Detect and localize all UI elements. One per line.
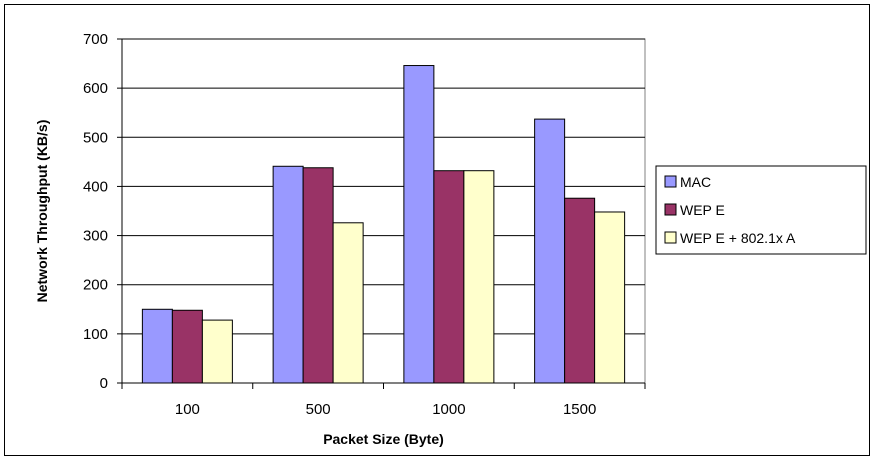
bar-mac-500 bbox=[272, 165, 304, 384]
bar-mac-1500 bbox=[534, 118, 566, 384]
axes bbox=[117, 38, 646, 389]
bar-wep-e-500 bbox=[302, 167, 334, 384]
legend-swatch bbox=[664, 175, 677, 188]
x-tick-label: 100 bbox=[175, 401, 200, 418]
x-tick-label: 1000 bbox=[432, 401, 465, 418]
legend-box bbox=[655, 165, 867, 255]
y-tick-label: 200 bbox=[83, 277, 108, 294]
legend-label: WEP E bbox=[680, 202, 725, 218]
y-tick-label: 700 bbox=[83, 31, 108, 48]
y-tick-label: 300 bbox=[83, 228, 108, 245]
x-tick-label: 1500 bbox=[563, 401, 596, 418]
legend-swatch bbox=[664, 231, 677, 244]
legend-label: WEP E + 802.1x A bbox=[680, 230, 796, 246]
y-tick-label: 500 bbox=[83, 129, 108, 146]
legend-swatch bbox=[664, 203, 677, 216]
x-tick-labels: 100 500 1000 1500 bbox=[175, 401, 596, 418]
y-tick-labels: 0 100 200 300 400 500 600 700 bbox=[83, 31, 108, 392]
legend-label: MAC bbox=[680, 174, 711, 190]
y-axis-title: Network Throughput (KB/s) bbox=[34, 120, 50, 303]
bar-wep-e-1500 bbox=[564, 197, 596, 384]
bar-mac-1000 bbox=[403, 65, 435, 384]
legend: MAC WEP E WEP E + 802.1x A bbox=[655, 165, 867, 255]
bars bbox=[141, 65, 626, 384]
bar-wep-e-100 bbox=[171, 309, 203, 384]
x-axis-title: Packet Size (Byte) bbox=[323, 431, 444, 447]
bar-wep-e-802-1x-a-1000 bbox=[463, 170, 495, 384]
bar-wep-e-802-1x-a-100 bbox=[201, 319, 233, 384]
y-tick-label: 0 bbox=[100, 375, 108, 392]
y-tick-label: 100 bbox=[83, 326, 108, 343]
bar-mac-100 bbox=[141, 308, 173, 384]
bar-wep-e-802-1x-a-500 bbox=[332, 222, 364, 384]
y-tick-label: 400 bbox=[83, 178, 108, 195]
y-tick-label: 600 bbox=[83, 80, 108, 97]
bar-wep-e-802-1x-a-1500 bbox=[594, 211, 626, 384]
x-tick-label: 500 bbox=[306, 401, 331, 418]
bar-wep-e-1000 bbox=[433, 170, 465, 384]
